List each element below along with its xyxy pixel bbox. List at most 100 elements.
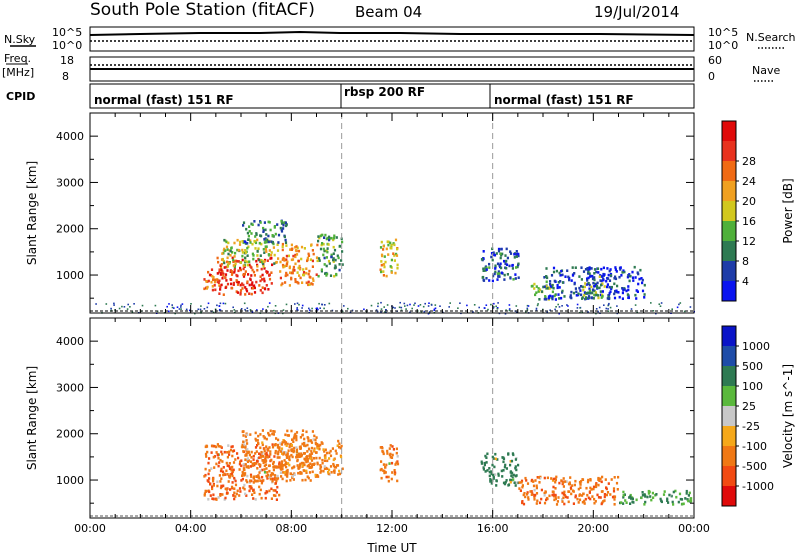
velocity-echo-cell <box>229 488 232 491</box>
power-echo-cell <box>671 308 673 310</box>
velocity-echo-cell <box>259 446 262 450</box>
power-echo-cell <box>392 252 395 255</box>
power-echo-cell <box>230 247 233 250</box>
velocity-echo-cell <box>663 490 666 493</box>
velocity-echo-cell <box>259 488 262 492</box>
velocity-echo-cell <box>514 465 517 468</box>
power-echo-cell <box>211 288 214 292</box>
velocity-echo-cell <box>565 480 568 483</box>
power-echo-cell <box>568 278 571 282</box>
power-echo-cell <box>262 308 264 310</box>
power-echo-cell <box>557 293 560 296</box>
power-echo-cell <box>244 256 247 260</box>
power-echo-cell <box>533 287 536 290</box>
power-echo-cell <box>554 298 557 301</box>
power-echo-cell <box>282 223 285 227</box>
power-echo-cell <box>263 221 266 224</box>
velocity-echo-cell <box>284 433 287 437</box>
power-echo-cell <box>284 274 287 278</box>
power-echo-cell <box>263 277 266 281</box>
velocity-echo-cell <box>336 464 340 467</box>
power-echo-cell <box>241 251 244 254</box>
power-echo-cell <box>281 245 284 248</box>
velocity-echo-cell <box>246 433 249 437</box>
power-echo-cell <box>660 302 663 304</box>
velocity-echo-cell <box>290 449 293 453</box>
power-echo-cell <box>249 309 252 311</box>
power-echo-cell <box>655 312 657 315</box>
y-tick-label: 2000 <box>56 428 84 441</box>
freq-label-top: Freq. <box>4 52 31 65</box>
power-echo-cell <box>575 290 578 294</box>
velocity-echo-cell <box>301 464 304 467</box>
velocity-echo-cell <box>521 501 524 504</box>
power-echo-cell <box>259 279 262 283</box>
velocity-echo-cell <box>282 452 285 455</box>
power-echo-cell <box>614 266 617 269</box>
velocity-echo-cell <box>221 493 224 496</box>
power-echo-cell <box>609 306 612 309</box>
velocity-echo-cell <box>562 477 565 480</box>
velocity-echo-cell <box>227 464 231 468</box>
velocity-echo-cell <box>326 459 329 463</box>
power-echo-cell <box>226 248 229 251</box>
power-echo-cell <box>485 268 488 271</box>
power-echo-cell <box>561 305 563 307</box>
velocity-echo-cell <box>222 484 225 488</box>
power-echo-cell <box>254 247 257 250</box>
velocity-echo-cell <box>300 454 303 458</box>
power-echo-cell <box>584 292 587 295</box>
power-echo-cell <box>285 271 288 275</box>
power-echo-cell <box>232 283 235 286</box>
velocity-echo-cell <box>296 455 299 459</box>
power-echo-cell <box>294 253 297 257</box>
colorbar-swatch <box>722 346 736 367</box>
velocity-echo-cell <box>684 497 687 500</box>
y-tick-label: 3000 <box>56 176 84 189</box>
velocity-echo-cell <box>394 463 397 466</box>
power-echo-cell <box>434 304 437 306</box>
power-echo-cell <box>379 246 383 249</box>
power-echo-cell <box>643 296 646 299</box>
velocity-echo-cell <box>537 476 540 479</box>
power-echo-cell <box>235 290 238 293</box>
power-echo-cell <box>380 240 383 244</box>
power-echo-cell <box>618 295 621 299</box>
power-echo-cell <box>305 281 308 285</box>
velocity-echo-cell <box>309 453 312 456</box>
velocity-echo-cell <box>280 460 284 463</box>
power-echo-cell <box>631 270 634 274</box>
velocity-echo-cell <box>489 480 492 483</box>
power-echo-cell <box>264 240 267 244</box>
power-echo-cell <box>587 295 591 298</box>
power-echo-cell <box>549 294 552 298</box>
power-echo-cell <box>383 306 385 308</box>
velocity-echo-cell <box>309 439 313 443</box>
power-echo-cell <box>561 273 564 277</box>
velocity-echo-cell <box>689 497 692 501</box>
velocity-echo-cell <box>644 500 647 504</box>
power-echo-cell <box>285 303 288 306</box>
velocity-echo-cell <box>570 492 573 496</box>
velocity-echo-cell <box>274 477 277 480</box>
velocity-echo-cell <box>217 456 220 460</box>
power-echo-cell <box>295 245 298 248</box>
velocity-echo-cell <box>226 451 229 454</box>
power-echo-cell <box>516 265 519 269</box>
velocity-echo-cell <box>574 479 577 483</box>
power-echo-cell <box>243 302 246 305</box>
power-echo-cell <box>394 271 397 275</box>
velocity-echo-cell <box>204 489 207 493</box>
power-echo-cell <box>320 269 323 273</box>
power-echo-cell <box>277 257 280 260</box>
velocity-echo-cell <box>571 484 574 487</box>
velocity-echo-cell <box>685 492 688 495</box>
power-echo-cell <box>561 281 565 284</box>
power-echo-cell <box>121 305 123 308</box>
power-echo-cell <box>265 233 268 236</box>
velocity-echo-cell <box>574 495 577 499</box>
freq-tick-bottom: 8 <box>62 70 69 83</box>
power-echo-cell <box>554 308 556 311</box>
power-echo-cell <box>495 305 497 308</box>
power-echo-cell <box>235 279 238 282</box>
